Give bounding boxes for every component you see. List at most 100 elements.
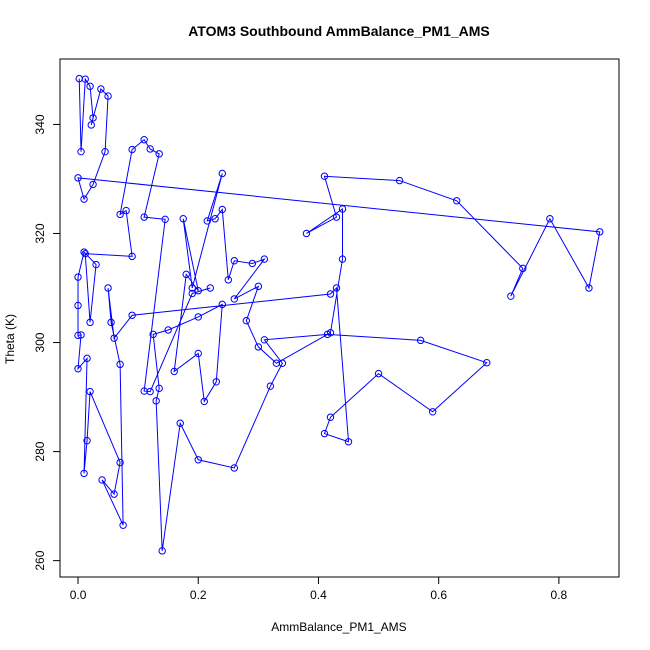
data-point [332,284,341,292]
data-point [110,490,118,498]
data-point [170,367,178,376]
data-point [80,469,88,478]
data-point [74,365,82,373]
data-point [260,255,269,263]
data-point [326,413,335,421]
data-point [161,215,169,224]
data-point [211,215,219,223]
data-point [338,205,347,213]
chart-title: ATOM3 Southbound AmmBalance_PM1_AMS [188,23,490,39]
data-point [119,521,127,529]
data-point [416,336,425,345]
data-point [104,92,112,100]
data-point [92,260,100,269]
data-point [146,387,154,396]
data-point [146,145,154,153]
data-point [507,292,515,300]
data-point [128,145,136,154]
data-point [332,213,341,221]
data-point [155,150,163,158]
data-point [254,282,263,291]
data-point [374,369,383,378]
data-point [266,382,275,390]
data-point [203,217,211,225]
x-tick-label: 0.2 [190,588,207,602]
data-point [116,210,124,219]
data-point [248,259,257,268]
data-point [74,174,82,182]
data-point [344,438,353,446]
data-point [176,419,184,427]
data-point [242,317,251,325]
series-line [77,77,601,551]
data-point [194,313,202,321]
data-point [77,331,85,339]
y-tick-label: 320 [33,223,47,243]
data-point [87,121,95,129]
data-point [218,300,226,309]
data-point [83,436,91,445]
data-point [86,82,94,90]
data-point [395,176,404,185]
data-point [260,336,269,344]
data-point [110,334,118,342]
data-point [254,343,263,351]
data-point [155,384,163,393]
data-point [194,349,202,358]
data-point [278,359,287,367]
series-layer [74,74,604,555]
data-point [519,264,527,273]
data-point [453,197,461,205]
data-point [140,135,148,144]
y-tick-label: 340 [33,114,47,134]
data-point [89,114,97,122]
data-point [302,229,311,238]
data-point [230,464,239,472]
data-point [149,330,157,339]
y-tick-label: 260 [33,550,47,570]
x-tick-label: 0.8 [551,588,568,602]
data-point [152,397,160,405]
y-axis-label: Theta (K) [3,314,17,364]
data-point [230,257,239,265]
data-point [158,547,166,555]
data-point [483,359,491,367]
data-point [86,318,94,327]
x-tick-label: 0.4 [310,588,327,602]
data-point [194,456,202,464]
data-point [104,284,112,292]
data-point [323,330,332,339]
data-point [194,287,202,295]
data-point [188,284,196,292]
data-point [218,169,226,178]
data-point [83,354,91,363]
data-point [596,228,604,236]
data-point [77,147,85,156]
data-point [200,397,208,406]
data-point [116,458,124,467]
data-point [320,429,329,438]
data-point [74,273,82,281]
data-point [212,378,220,386]
data-point [128,311,136,319]
data-point [74,301,82,310]
data-point [86,387,94,396]
data-point [338,255,347,263]
data-point [182,270,190,279]
data-point [80,248,88,256]
data-point [428,408,437,416]
y-axis: 260 280 300 320 340 [33,114,61,571]
data-point [206,284,214,292]
data-point [89,180,97,189]
data-point [107,318,115,327]
data-point [546,215,554,223]
data-point [122,206,130,215]
data-point [80,195,88,203]
data-point [218,205,226,214]
data-point [98,476,106,484]
data-point [101,147,109,156]
data-point [74,331,82,340]
data-point [188,289,196,298]
